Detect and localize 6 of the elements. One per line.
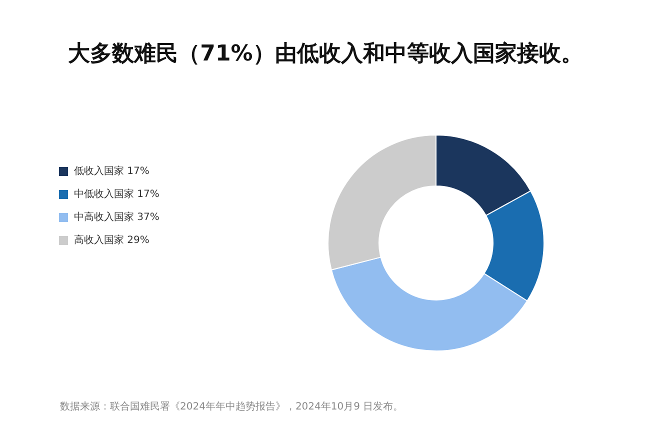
legend-label: 低收入国家 17% bbox=[74, 165, 150, 177]
legend-label: 高收入国家 29% bbox=[74, 234, 150, 246]
chart-title: 大多数难民（71%）由低收入和中等收入国家接收。 bbox=[68, 40, 583, 66]
source-note: 数据来源：联合国难民署《2024年年中趋势报告》，2024年10月9 日发布。 bbox=[60, 400, 404, 412]
legend-label: 中低收入国家 17% bbox=[74, 188, 160, 200]
legend-label: 中高收入国家 37% bbox=[74, 211, 160, 223]
